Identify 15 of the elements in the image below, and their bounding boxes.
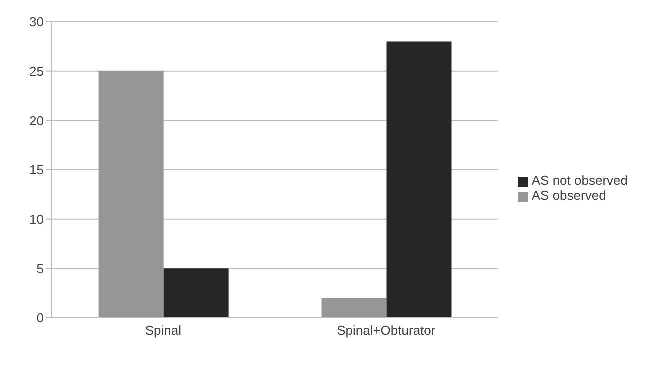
legend-label: AS not observed <box>532 173 628 188</box>
y-tick-label: 15 <box>30 162 44 178</box>
y-tick-label: 30 <box>30 14 44 30</box>
y-tick-label: 10 <box>30 212 44 227</box>
y-tick-label: 20 <box>30 113 44 128</box>
x-tick-label: Spinal <box>145 323 182 338</box>
bar <box>164 268 229 318</box>
bar <box>98 71 164 318</box>
x-tick-label: Spinal+Obturator <box>337 323 436 338</box>
bar <box>386 42 452 318</box>
bar <box>322 298 387 318</box>
y-tick-label: 5 <box>36 261 44 276</box>
legend-label: AS observed <box>532 188 606 203</box>
y-tick-label: 25 <box>30 64 44 79</box>
y-tick-label: 0 <box>36 310 44 326</box>
